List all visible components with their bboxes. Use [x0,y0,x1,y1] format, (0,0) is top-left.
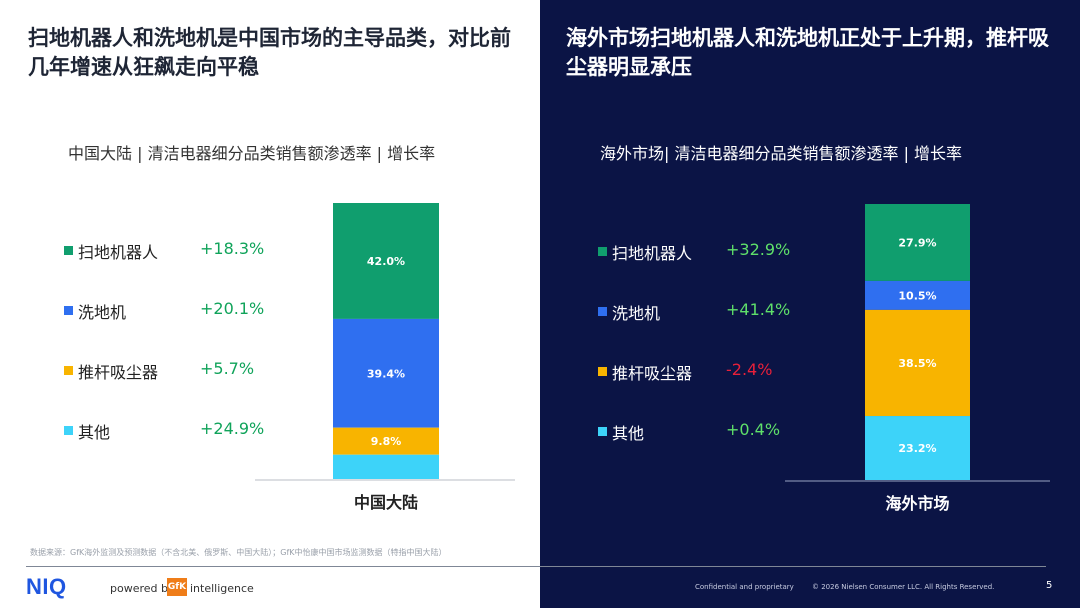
bar-segment-stick-vacuum [865,309,970,417]
china-headline: 扫地机器人和洗地机是中国市场的主导品类，对比前几年增速从狂飙走向平稳 [28,26,511,79]
legend-swatch [598,367,607,376]
bar-segment-robot [333,203,439,319]
bar-segment-robot [865,204,970,281]
legend-item-other: 其他 +0.4% [598,417,838,447]
legend-swatch [598,247,607,256]
legend-label: 其他 [612,424,645,443]
legend-item-floor-washer: 洗地机 +41.4% [598,297,838,327]
legend-item-other: 其他 +24.9% [64,416,304,446]
bar-segment-floor-washer [865,280,970,310]
bar-segment-other [865,416,970,480]
confidential-note: Confidential and proprietary [695,583,794,591]
copyright-note: © 2026 Nielsen Consumer LLC. All Rights … [812,583,995,591]
legend-swatch [598,427,607,436]
data-label-stick-vacuum: 38.5% [898,357,936,370]
legend-swatch [64,246,73,255]
legend-label: 推杆吸尘器 [612,364,693,383]
overseas-stacked-bar-chart: 27.9% 10.5% 38.5% 23.2% 海外市场 [785,204,1050,513]
data-label-floor-washer: 10.5% [898,289,936,302]
legend-swatch [64,306,73,315]
powered-by-label: powered by [110,582,175,595]
legend-label: 其他 [78,423,111,442]
legend-item-robot: 扫地机器人 +18.3% [64,236,304,266]
bar-segment-other [333,454,439,479]
china-stacked-bar-chart: 42.0% 39.4% 9.8% 中国大陆 [255,203,515,512]
data-label-robot: 27.9% [898,236,936,249]
data-source-note: 数据来源：GfK海外监测及预测数据（不含北美、俄罗斯、中国大陆）；GfK中怡康中… [30,548,447,557]
category-label: 中国大陆 [354,493,418,512]
growth-rate: +20.1% [200,299,265,318]
growth-rate: +32.9% [726,240,791,259]
growth-rate: +18.3% [200,239,265,258]
overseas-headline: 海外市场扫地机器人和洗地机正处于上升期，推杆吸尘器明显承压 [566,26,1049,79]
growth-rate: +0.4% [726,420,781,439]
data-label-other: 23.2% [898,442,936,455]
footer-divider [26,566,1046,567]
data-label-floor-washer: 39.4% [367,367,405,380]
legend-item-floor-washer: 洗地机 +20.1% [64,296,304,326]
china-chart-subtitle: 中国大陆 | 清洁电器细分品类销售额渗透率 | 增长率 [68,144,436,163]
legend-item-stick-vacuum: 推杆吸尘器 +5.7% [64,356,304,386]
growth-rate: +41.4% [726,300,791,319]
legend-label: 扫地机器人 [78,243,159,262]
data-label-robot: 42.0% [367,255,405,268]
intelligence-label: intelligence [190,582,254,595]
legend-swatch [64,426,73,435]
gfk-logo: GfK [167,578,187,596]
overseas-chart-subtitle: 海外市场| 清洁电器细分品类销售额渗透率 | 增长率 [600,144,963,163]
growth-rate: +5.7% [200,359,255,378]
bar-segment-floor-washer [333,318,439,428]
legend-item-stick-vacuum: 推杆吸尘器 -2.4% [598,357,838,387]
legend-label: 洗地机 [78,303,127,322]
china-panel: 扫地机器人和洗地机是中国市场的主导品类，对比前几年增速从狂飙走向平稳 中国大陆 … [0,0,540,566]
page-number: 5 [1046,580,1053,591]
legend-swatch [598,307,607,316]
legend-label: 洗地机 [612,304,661,323]
bar-segment-stick-vacuum [333,427,439,455]
overseas-panel: 海外市场扫地机器人和洗地机正处于上升期，推杆吸尘器明显承压 海外市场| 清洁电器… [540,0,1080,608]
growth-rate: +24.9% [200,419,265,438]
data-label-stick-vacuum: 9.8% [371,435,402,448]
growth-rate: -2.4% [726,360,773,379]
legend-label: 扫地机器人 [612,244,693,263]
legend-label: 推杆吸尘器 [78,363,159,382]
legend-swatch [64,366,73,375]
category-label: 海外市场 [885,494,949,513]
legend-item-robot: 扫地机器人 +32.9% [598,237,838,267]
footer-bar [0,566,540,608]
niq-logo: NIQ [26,574,67,599]
